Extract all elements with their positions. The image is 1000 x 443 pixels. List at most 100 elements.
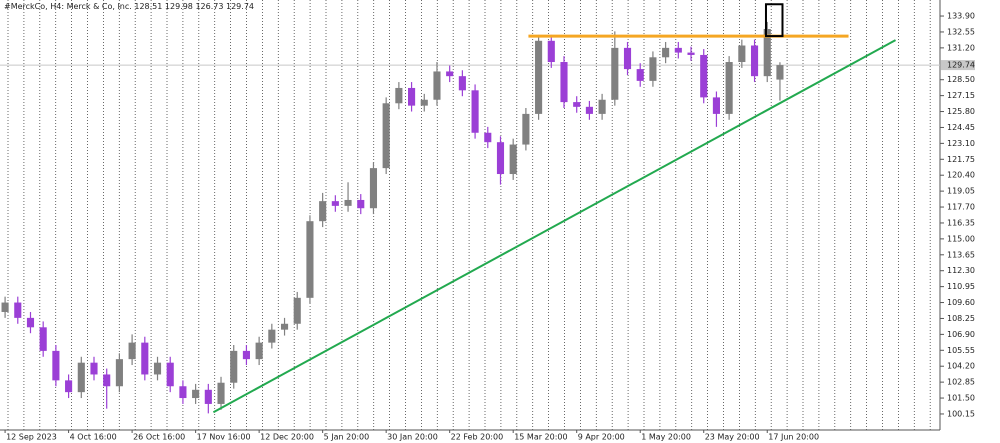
candle-body: [547, 40, 555, 63]
candle-body: [39, 327, 47, 351]
candle-body: [395, 87, 403, 104]
y-tick-label: 116.35: [947, 218, 975, 227]
x-tick-label: 23 May 20:00: [705, 433, 760, 442]
candle-body: [293, 297, 301, 324]
candle-body: [433, 71, 441, 100]
candle-body: [77, 362, 85, 393]
candle-body: [331, 201, 339, 206]
y-tick-label: 102.85: [947, 378, 975, 387]
candle-body: [1, 302, 9, 312]
candle-body: [90, 362, 98, 375]
y-tick-label: 133.90: [947, 12, 975, 21]
y-tick-label: 125.80: [947, 107, 975, 116]
candle-body: [598, 99, 606, 114]
candle-body: [611, 47, 619, 100]
candle-body: [484, 132, 492, 143]
x-tick-label: 26 Oct 16:00: [133, 433, 185, 442]
y-tick-label: 108.25: [947, 314, 975, 323]
candle-body: [522, 113, 530, 145]
candle-body: [242, 350, 250, 360]
y-tick-label: 121.75: [947, 155, 975, 164]
candle-body: [141, 342, 149, 375]
candle-body: [166, 362, 174, 387]
candle-body: [687, 52, 695, 55]
y-tick-label: 117.70: [947, 203, 975, 212]
candle-body: [573, 102, 581, 107]
ohlc-close: 129.74: [226, 2, 254, 11]
candle-body: [357, 199, 365, 209]
y-tick-label: 100.15: [947, 409, 975, 418]
candle-body: [280, 323, 289, 330]
current-price-box: [941, 60, 975, 71]
y-tick-label: 120.40: [947, 171, 975, 180]
candle-body: [179, 386, 187, 399]
y-tick-label: 132.55: [947, 27, 975, 36]
candle-body: [319, 201, 327, 222]
candle-body: [344, 199, 352, 206]
x-tick-label: 17 Jun 20:00: [768, 433, 819, 442]
candle-body: [649, 57, 657, 81]
chart-header: #MerckCo, H4: Merck & Co, Inc. 128.51 12…: [4, 2, 254, 11]
ohlc-open: 128.51: [134, 2, 162, 11]
candle-body: [623, 47, 632, 70]
y-tick-label: 110.95: [947, 282, 975, 291]
candle-body: [763, 29, 771, 77]
highlight-box: [764, 3, 784, 38]
candle-body: [446, 71, 454, 77]
candle-body: [65, 380, 73, 393]
x-tick-label: 12 Dec 20:00: [260, 433, 314, 442]
y-tick-label: 123.10: [947, 139, 975, 148]
candle-body: [725, 62, 733, 114]
candle-body: [750, 45, 759, 77]
candle-body: [230, 350, 238, 383]
y-tick-label: 112.30: [947, 266, 975, 275]
y-tick-label: 101.50: [947, 394, 975, 403]
candle-body: [776, 65, 784, 80]
candle-body: [255, 342, 263, 360]
candle-body: [560, 62, 568, 103]
candle-body: [712, 97, 720, 114]
y-tick-label: 106.90: [947, 330, 975, 339]
y-tick-label: 127.15: [947, 91, 975, 100]
candle-body: [192, 389, 200, 399]
ohlc-high: 129.98: [165, 2, 193, 11]
candle-body: [408, 87, 416, 106]
candle-body: [369, 168, 378, 209]
y-tick-label: 119.05: [947, 187, 975, 196]
ohlc-low: 126.73: [195, 2, 223, 11]
x-tick-label: 30 Jan 20:00: [387, 433, 438, 442]
candle-body: [662, 47, 670, 58]
candle-body: [700, 54, 708, 98]
candle-body: [14, 302, 22, 318]
y-tick-label: 124.45: [947, 123, 975, 132]
current-price-label: 129.74: [947, 61, 975, 70]
candle-body: [471, 90, 479, 133]
y-tick-label: 115.00: [947, 234, 975, 243]
candle-body: [535, 40, 543, 114]
trend-line: [212, 39, 897, 414]
candle-body: [115, 359, 123, 387]
y-tick-label: 113.65: [947, 250, 975, 259]
candle-body: [585, 106, 593, 114]
candle-body: [153, 362, 162, 375]
x-tick-label: 1 May 20:00: [641, 433, 691, 442]
x-tick-label: 4 Oct 16:00: [70, 433, 117, 442]
candle-body: [458, 76, 466, 91]
y-tick-label: 131.20: [947, 43, 975, 52]
x-tick-label: 12 Sep 2023: [6, 433, 57, 442]
y-tick-label: 105.55: [947, 346, 975, 355]
candle-body: [52, 350, 60, 381]
candle-body: [268, 329, 276, 343]
candle-body: [128, 342, 136, 360]
candle-body: [382, 103, 390, 169]
candle-body: [204, 389, 212, 404]
y-tick-label: 104.20: [947, 362, 975, 371]
candle-body: [738, 45, 746, 63]
candle-body: [636, 69, 644, 81]
y-tick-label: 128.50: [947, 75, 975, 84]
candle-body: [217, 382, 225, 404]
x-tick-label: 9 Apr 20:00: [578, 433, 625, 442]
candle-body: [496, 142, 505, 175]
x-tick-label: 5 Jan 20:00: [324, 433, 370, 442]
candle-body: [103, 374, 111, 387]
